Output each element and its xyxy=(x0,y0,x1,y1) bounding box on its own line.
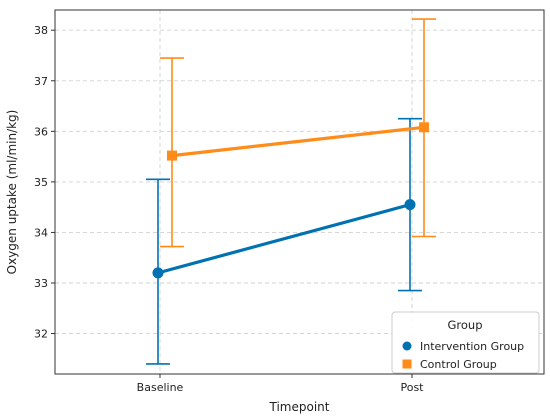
legend-title: Group xyxy=(447,318,482,332)
y-tick-label: 37 xyxy=(34,75,48,88)
y-tick-label: 36 xyxy=(34,125,48,138)
data-point-intervention xyxy=(404,199,416,211)
y-tick-label: 33 xyxy=(34,277,48,290)
data-point-control xyxy=(167,150,177,161)
legend: Group Intervention Group Control Group xyxy=(391,311,540,374)
legend-marker-intervention xyxy=(402,341,412,351)
y-tick-label: 38 xyxy=(34,24,48,37)
x-tick-label: Post xyxy=(400,381,424,394)
data-point-control xyxy=(419,122,429,133)
series-line-intervention xyxy=(157,203,411,275)
y-tick-label: 35 xyxy=(34,176,48,189)
y-tick-label: 32 xyxy=(34,328,48,341)
y-axis-ticks: 32 33 34 35 36 37 38 xyxy=(34,24,55,341)
legend-marker-control xyxy=(402,359,412,369)
series-line-control xyxy=(171,125,425,158)
x-axis-ticks: Baseline Post xyxy=(137,374,424,394)
plot-frame xyxy=(54,9,545,375)
legend-box xyxy=(391,311,540,374)
legend-label-control: Control Group xyxy=(420,358,497,371)
x-axis-label: Timepoint xyxy=(269,400,330,414)
y-tick-label: 34 xyxy=(34,226,48,239)
series-lines xyxy=(157,125,425,275)
y-axis-label: Oxygen uptake (ml/min/kg) xyxy=(5,110,19,275)
data-point-intervention xyxy=(152,267,164,279)
legend-label-intervention: Intervention Group xyxy=(420,340,524,353)
x-tick-label: Baseline xyxy=(137,381,184,394)
series-markers xyxy=(152,122,429,279)
